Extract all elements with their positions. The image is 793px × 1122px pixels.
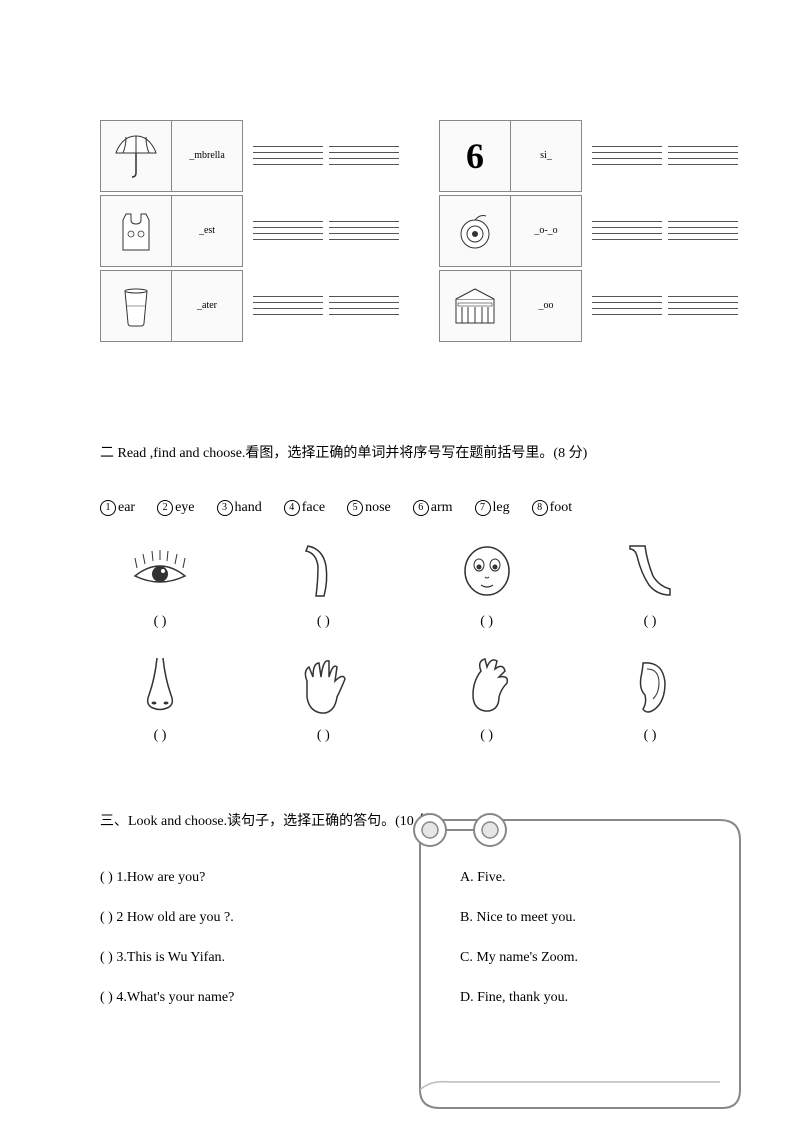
option: 8foot <box>532 500 573 516</box>
circle-num: 6 <box>413 500 429 516</box>
option-label: leg <box>493 500 510 515</box>
card-word: _est <box>172 195 243 267</box>
qa-row: ( ) 4.What's your name? D. Fine, thank y… <box>100 990 710 1006</box>
answer: C. My name's Zoom. <box>460 950 680 966</box>
card-row: _o-_o <box>439 193 738 268</box>
picture-row <box>110 650 700 720</box>
card-row: _est <box>100 193 399 268</box>
circle-num: 5 <box>347 500 363 516</box>
question: ( ) 3.This is Wu Yifan. <box>100 950 460 966</box>
cards-block: _mbrella _est <box>100 118 700 343</box>
qa-row: ( ) 1.How are you? A. Five. <box>100 870 710 886</box>
page: _mbrella _est <box>0 0 793 1122</box>
option: 2eye <box>157 500 194 516</box>
qa-row: ( ) 2 How old are you ?. B. Nice to meet… <box>100 910 710 926</box>
option: 7leg <box>475 500 510 516</box>
option-label: foot <box>550 500 573 515</box>
writing-lines <box>253 221 323 240</box>
option-label: nose <box>365 500 391 515</box>
vest-icon <box>100 195 172 267</box>
option-label: face <box>302 500 325 515</box>
writing-lines <box>592 221 662 240</box>
leg-icon <box>610 536 690 606</box>
face-icon <box>447 536 527 606</box>
card-row: _mbrella <box>100 118 399 193</box>
section-3-title: 三、Look and choose.读句子，选择正确的答句。(10 分) <box>100 810 710 830</box>
card-row: _ater <box>100 268 399 343</box>
answer-paren: ( ) <box>437 728 537 744</box>
question: ( ) 2 How old are you ?. <box>100 910 460 926</box>
answer-paren: ( ) <box>437 614 537 630</box>
card-word: _ater <box>172 270 243 342</box>
card-word: _oo <box>511 270 582 342</box>
section-3: 三、Look and choose.读句子，选择正确的答句。(10 分) ( )… <box>100 810 710 1030</box>
card-word: si_ <box>511 120 582 192</box>
circle-num: 4 <box>284 500 300 516</box>
writing-lines <box>253 296 323 315</box>
question: ( ) 4.What's your name? <box>100 990 460 1006</box>
hand-icon <box>283 650 363 720</box>
writing-lines <box>668 221 738 240</box>
nose-icon <box>120 650 200 720</box>
option: 6arm <box>413 500 453 516</box>
eye-icon <box>120 536 200 606</box>
answer-paren: ( ) <box>600 728 700 744</box>
writing-lines <box>329 146 399 165</box>
answer-paren: ( ) <box>110 614 210 630</box>
answer: B. Nice to meet you. <box>460 910 680 926</box>
foot-icon <box>447 650 527 720</box>
circle-num: 3 <box>217 500 233 516</box>
card-word: _mbrella <box>172 120 243 192</box>
water-icon <box>100 270 172 342</box>
option-label: arm <box>431 500 453 515</box>
circle-num: 2 <box>157 500 173 516</box>
answer-paren: ( ) <box>273 614 373 630</box>
zoo-icon <box>439 270 511 342</box>
option: 5nose <box>347 500 391 516</box>
writing-lines <box>592 296 662 315</box>
ear-icon <box>610 650 690 720</box>
writing-lines <box>253 146 323 165</box>
circle-num: 1 <box>100 500 116 516</box>
circle-num: 7 <box>475 500 491 516</box>
writing-lines <box>668 296 738 315</box>
card-row: _oo <box>439 268 738 343</box>
cards-left: _mbrella _est <box>100 118 399 343</box>
paren-row: ( ) ( ) ( ) ( ) <box>110 614 700 630</box>
question: ( ) 1.How are you? <box>100 870 460 886</box>
writing-lines <box>329 296 399 315</box>
option: 4face <box>284 500 325 516</box>
picture-row <box>110 536 700 606</box>
card-word: _o-_o <box>511 195 582 267</box>
paren-row: ( ) ( ) ( ) ( ) <box>110 728 700 744</box>
option-label: hand <box>235 500 262 515</box>
yoyo-icon <box>439 195 511 267</box>
six-icon: 6 <box>439 120 511 192</box>
answer-paren: ( ) <box>600 614 700 630</box>
big-six-text: 6 <box>466 135 484 177</box>
writing-lines <box>668 146 738 165</box>
option-label: eye <box>175 500 194 515</box>
answer-paren: ( ) <box>273 728 373 744</box>
section-2: 二 Read ,find and choose.看图，选择正确的单词并将序号写在… <box>100 442 710 750</box>
option-label: ear <box>118 500 135 515</box>
qa-row: ( ) 3.This is Wu Yifan. C. My name's Zoo… <box>100 950 710 966</box>
option: 3hand <box>217 500 262 516</box>
umbrella-icon <box>100 120 172 192</box>
section-2-title: 二 Read ,find and choose.看图，选择正确的单词并将序号写在… <box>100 442 710 462</box>
answer-paren: ( ) <box>110 728 210 744</box>
card-row: 6 si_ <box>439 118 738 193</box>
answer: A. Five. <box>460 870 680 886</box>
writing-lines <box>329 221 399 240</box>
option: 1ear <box>100 500 135 516</box>
options-row: 1ear 2eye 3hand 4face 5nose 6arm 7leg 8f… <box>100 500 710 516</box>
circle-num: 8 <box>532 500 548 516</box>
arm-icon <box>283 536 363 606</box>
answer: D. Fine, thank you. <box>460 990 680 1006</box>
writing-lines <box>592 146 662 165</box>
cards-right: 6 si_ _o-_o <box>439 118 738 343</box>
